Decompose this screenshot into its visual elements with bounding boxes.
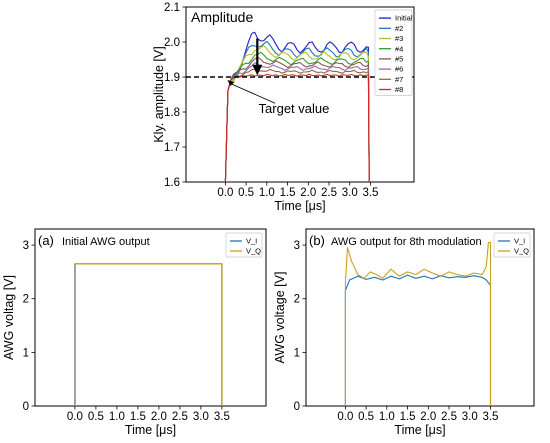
y-tick-label: 1.9 [164, 72, 180, 84]
y-tick-label: 1 [23, 347, 29, 359]
x-axis-label: Time [μs] [274, 199, 325, 213]
legend-label: Initial [395, 14, 413, 23]
chart-title: Amplitude [191, 9, 253, 25]
y-tick-label: 1 [294, 347, 300, 359]
y-axis-label: AWG voltag [V] [2, 275, 16, 360]
plot-frame [185, 6, 415, 183]
x-tick-label: 2.0 [151, 411, 167, 423]
legend-label: #8 [395, 85, 403, 94]
x-tick-label: 3.0 [193, 411, 209, 423]
legend-label: #6 [395, 65, 403, 74]
legend-label: #7 [395, 75, 403, 84]
series-line [224, 68, 370, 183]
y-axis-label: AWG voltage [V] [273, 272, 287, 364]
y-tick-label: 1.7 [164, 142, 180, 154]
series-line [224, 31, 370, 183]
x-tick-label: 0.0 [67, 411, 83, 423]
legend-label: V_Q [246, 247, 261, 256]
x-tick-label: 2.5 [172, 411, 188, 423]
legend-label: #2 [395, 24, 403, 33]
y-tick-label: 0 [294, 401, 300, 413]
x-tick-label: 3.5 [482, 411, 498, 423]
x-tick-label: 1.0 [109, 411, 125, 423]
series-line [344, 274, 492, 406]
y-tick-label: 1.8 [164, 107, 180, 119]
x-tick-label: 1.0 [259, 187, 275, 199]
x-tick-label: 0.5 [358, 411, 374, 423]
series-line [224, 45, 370, 183]
x-tick-label: 0.5 [88, 411, 104, 423]
legend-label: V_I [246, 237, 257, 246]
x-tick-label: 0.0 [217, 187, 233, 199]
legend-box [374, 9, 413, 96]
x-tick-label: 2.0 [300, 187, 316, 199]
y-tick-label: 2 [294, 294, 300, 306]
x-tick-label: 3.0 [342, 187, 358, 199]
y-tick-label: 0 [23, 401, 29, 413]
y-tick-label: 3 [23, 240, 29, 252]
x-tick-label: 2.0 [420, 411, 436, 423]
plot-frame [34, 228, 267, 407]
x-tick-label: 2.5 [441, 411, 457, 423]
x-tick-label: 1.5 [130, 411, 146, 423]
series-line [224, 73, 370, 183]
x-tick-label: 3.5 [214, 411, 230, 423]
panel-label: (a) [38, 233, 54, 248]
y-tick-label: 2.0 [164, 37, 180, 49]
series-line [224, 56, 370, 183]
downward-arrowhead [252, 64, 263, 76]
x-tick-label: 1.0 [379, 411, 395, 423]
legend-label: V_Q [514, 247, 529, 256]
series-line [224, 51, 370, 183]
x-tick-label: 1.5 [280, 187, 296, 199]
series-line [224, 62, 370, 183]
series-line [74, 263, 223, 406]
x-tick-label: 3.5 [362, 187, 378, 199]
annotation-arrowhead [227, 80, 235, 86]
legend-label: #4 [395, 44, 403, 53]
panel-subtitle: Initial AWG output [62, 236, 150, 248]
target-annotation: Target value [259, 101, 330, 116]
plot-frame [305, 228, 535, 407]
legend-label: #3 [395, 34, 403, 43]
series-line [344, 241, 492, 406]
panel-subtitle: AWG output for 8th modulation [331, 236, 482, 248]
y-tick-label: 2 [23, 294, 29, 306]
series-line [74, 263, 223, 406]
y-axis-label: Kly. amplitude [V] [152, 46, 166, 142]
x-tick-label: 3.0 [462, 411, 478, 423]
annotation-arrow [231, 83, 276, 104]
panel-label: (b) [309, 233, 325, 248]
y-tick-label: 3 [294, 240, 300, 252]
x-tick-label: 2.5 [321, 187, 337, 199]
x-axis-label: Time [μs] [125, 423, 176, 437]
y-tick-label: 2.1 [164, 2, 180, 14]
x-tick-label: 1.5 [400, 411, 416, 423]
legend-label: V_I [514, 237, 525, 246]
x-tick-label: 0.5 [238, 187, 254, 199]
y-tick-label: 1.6 [164, 177, 180, 189]
x-axis-label: Time [μs] [394, 423, 445, 437]
x-tick-label: 0.0 [337, 411, 353, 423]
legend-label: #5 [395, 55, 403, 64]
